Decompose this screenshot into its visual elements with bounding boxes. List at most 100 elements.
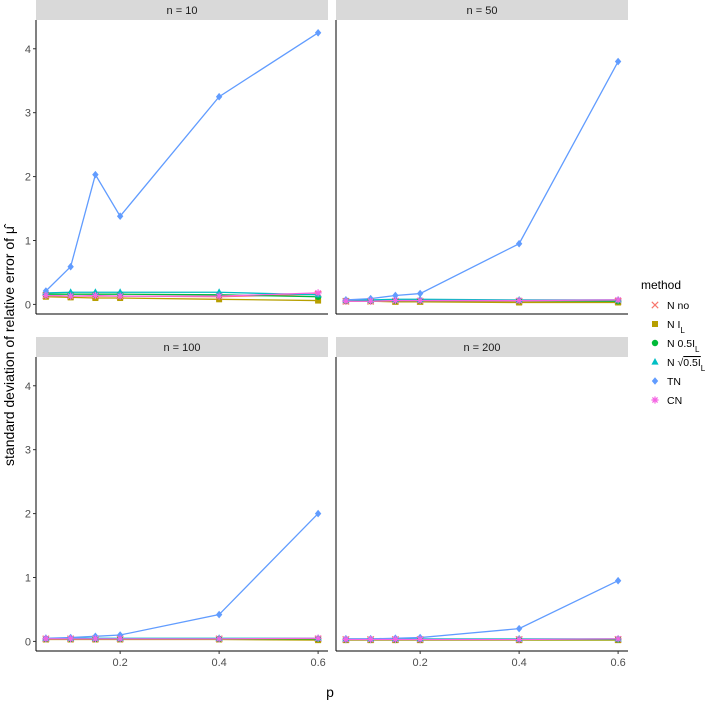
data-point-CN	[42, 291, 50, 300]
x-tick-label: 0.6	[310, 657, 325, 669]
data-point-TN	[116, 631, 124, 639]
facet-strip-label: n = 100	[163, 342, 200, 354]
series-line-TN	[45, 32, 319, 292]
x-tick-label: 0.6	[610, 657, 625, 669]
legend-label-CN: CN	[667, 395, 682, 407]
legend-label-NIL: N IL	[667, 319, 685, 335]
data-point-TN	[515, 624, 523, 633]
data-point-CN	[116, 292, 124, 300]
data-point-TN	[314, 509, 322, 518]
data-point-CN	[416, 635, 424, 644]
data-point-CN	[515, 296, 523, 305]
data-point-TN	[614, 576, 622, 585]
data-point-CN	[391, 296, 399, 305]
legend: method N no N IL N 0.5IL N √0.5IL TN CN	[641, 278, 706, 407]
data-point-TN	[42, 287, 50, 295]
legend-title: method	[641, 278, 681, 292]
y-tick-label: 3	[25, 445, 31, 457]
facet-strip	[336, 337, 628, 357]
data-point-CN	[614, 296, 622, 304]
y-tick-label: 4	[25, 44, 31, 56]
x-tick-label: 0.2	[112, 657, 127, 669]
y-tick-label: 0	[25, 636, 31, 648]
data-point-CN	[342, 635, 350, 644]
data-point-CN	[367, 297, 375, 305]
facet-strip-label: n = 50	[467, 5, 498, 17]
data-point-CN	[42, 635, 50, 643]
data-point-CN	[367, 635, 375, 644]
y-tick-label: 0	[25, 299, 31, 311]
data-point-Nsqrt05IL	[116, 288, 124, 295]
y-tick-label: 2	[25, 172, 31, 184]
data-point-TN	[215, 610, 223, 619]
y-tick-label: 2	[25, 509, 31, 521]
data-point-CN	[91, 291, 99, 300]
legend-key-NIL	[652, 321, 658, 327]
facet-panel: n = 100 0 1 2 3 4 0.2 0.4 0.6	[25, 337, 328, 669]
data-point-CN	[67, 635, 75, 643]
series-line-CN	[45, 292, 319, 297]
data-point-TN	[314, 28, 322, 37]
series-line-TN	[345, 61, 619, 301]
series-line-Nsqrt05IL	[45, 291, 319, 296]
data-point-CN	[91, 635, 99, 643]
data-point-CN	[67, 292, 75, 300]
data-point-CN	[314, 634, 322, 642]
series-line-CN	[45, 637, 319, 640]
legend-key-N05IL	[651, 339, 659, 347]
data-point-TN	[515, 239, 523, 248]
facet-panel: n = 10 0 1 2 3 4	[25, 0, 328, 315]
data-point-CN	[614, 635, 622, 643]
series-line-CN	[345, 299, 619, 302]
legend-key-Nno	[651, 301, 659, 309]
legend-key-TN	[651, 377, 659, 385]
data-point-TN	[215, 92, 223, 101]
data-point-CN	[215, 635, 223, 643]
data-point-TN	[416, 289, 424, 298]
legend-label-Nno: N no	[667, 300, 689, 312]
data-point-TN	[116, 212, 124, 221]
data-point-CN	[342, 297, 350, 305]
y-axis-title: standard deviation of relative error of …	[1, 223, 17, 466]
x-tick-label: 0.4	[511, 657, 526, 669]
data-point-TN	[392, 291, 399, 300]
legend-key-CN	[651, 396, 659, 404]
data-point-CN	[215, 292, 223, 300]
legend-label-TN: TN	[667, 376, 681, 388]
y-tick-label: 1	[25, 236, 31, 248]
series-line-NIL	[45, 296, 319, 302]
x-tick-label: 0.2	[412, 657, 427, 669]
series-line-NIL	[45, 638, 319, 641]
facet-panel: n = 200 0.2 0.4 0.6	[335, 337, 628, 669]
data-point-CN	[314, 289, 322, 297]
data-point-TN	[67, 262, 74, 271]
facet-strip	[36, 0, 328, 20]
data-point-CN	[515, 635, 523, 644]
y-tick-label: 3	[25, 108, 31, 120]
facet-strip-label: n = 200	[463, 342, 500, 354]
data-point-NIL	[315, 297, 322, 304]
facet-strip	[36, 337, 328, 357]
series-line-TN	[345, 580, 619, 640]
legend-label-Nsqrt05IL: N √0.5IL	[667, 357, 706, 373]
facet-strip	[336, 0, 628, 20]
data-point-TN	[614, 57, 622, 66]
data-point-TN	[92, 170, 99, 179]
data-point-CN	[416, 296, 424, 305]
facet-strip-label: n = 10	[167, 5, 198, 17]
legend-key-Nsqrt05IL	[651, 358, 659, 365]
data-point-CN	[116, 635, 124, 643]
data-point-Nsqrt05IL	[67, 288, 75, 295]
data-point-Nsqrt05IL	[215, 288, 223, 295]
y-tick-label: 4	[25, 381, 31, 393]
data-point-CN	[391, 635, 399, 644]
series-line-CN	[345, 638, 619, 641]
series-line-TN	[45, 513, 319, 639]
legend-label-N05IL: N 0.5IL	[667, 338, 700, 354]
x-axis-title: p	[326, 684, 334, 700]
x-tick-label: 0.4	[211, 657, 226, 669]
y-tick-label: 1	[25, 573, 31, 585]
facet-panel: n = 50	[335, 0, 628, 315]
